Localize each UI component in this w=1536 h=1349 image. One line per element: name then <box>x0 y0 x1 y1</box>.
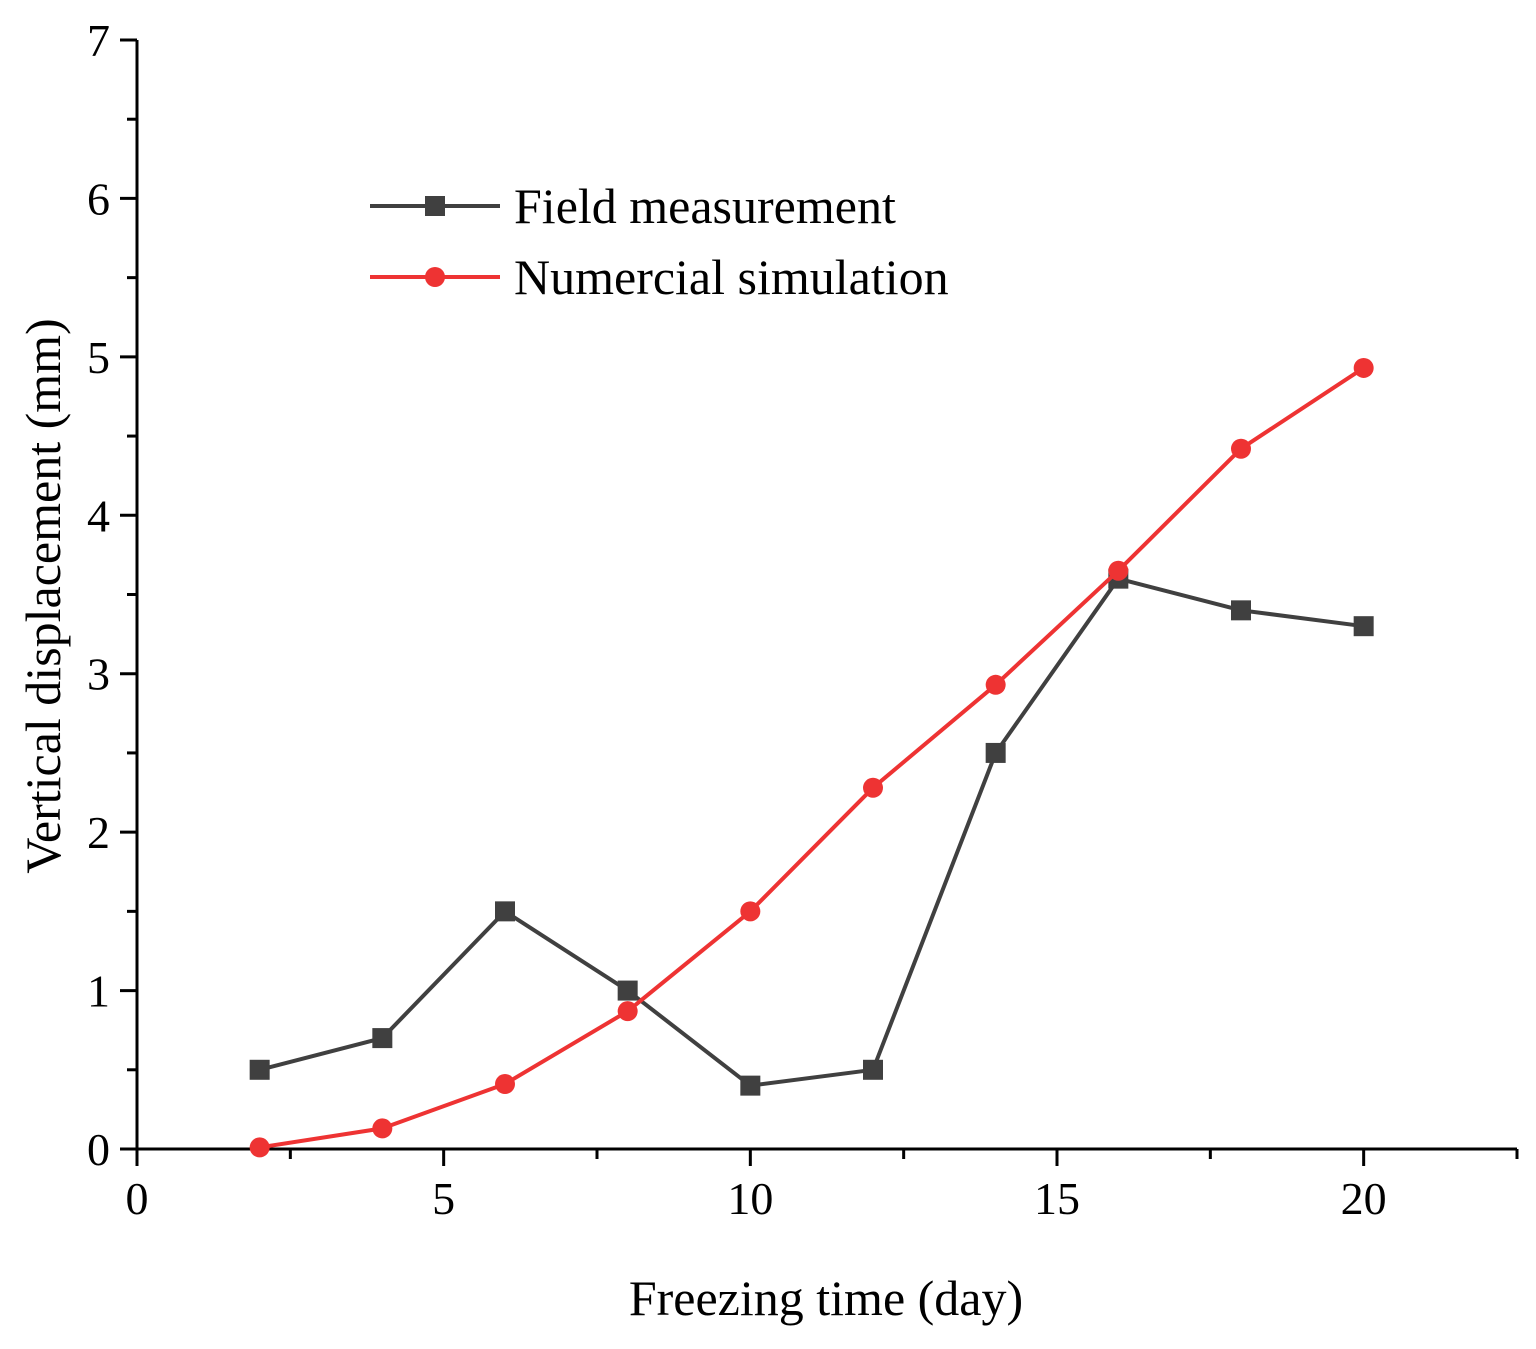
series-line <box>259 576 1364 1088</box>
x-tick-label: 15 <box>1034 1173 1080 1224</box>
data-point-circle <box>249 1137 270 1158</box>
data-point-circle <box>495 1074 515 1095</box>
data-point-square <box>495 901 515 922</box>
data-point-circle <box>1353 357 1374 378</box>
x-tick-label: 10 <box>727 1173 773 1224</box>
data-point-square <box>372 1028 393 1049</box>
legend-item-2: Numercial simulation <box>370 249 949 305</box>
y-axis-label: Vertical displacement (mm) <box>15 318 71 873</box>
data-point-circle <box>1231 438 1251 459</box>
axes: 0 5 10 15 20 0 1 2 3 4 5 6 7 <box>87 15 1519 1224</box>
data-point-square <box>863 1059 883 1080</box>
y-tick-label: 5 <box>87 332 110 383</box>
data-point-square <box>249 1059 270 1080</box>
y-tick-label: 0 <box>87 1124 110 1175</box>
y-tick-label: 6 <box>87 173 110 224</box>
data-point-circle <box>985 674 1006 695</box>
data-point-square <box>985 742 1006 763</box>
legend-marker-square <box>425 196 445 216</box>
y-tick-label: 4 <box>87 490 110 541</box>
x-axis-label: Freezing time (day) <box>629 1270 1023 1326</box>
data-point-square <box>1353 616 1374 637</box>
y-tick-label: 2 <box>87 807 110 858</box>
series-layer <box>249 357 1374 1158</box>
legend-label: Field measurement <box>514 178 896 234</box>
series-line <box>259 366 1365 1150</box>
legend-item-1: Field measurement <box>370 178 896 234</box>
x-tick-label: 20 <box>1341 1173 1387 1224</box>
y-tick-label: 1 <box>87 966 110 1017</box>
y-tick-label: 3 <box>87 649 110 700</box>
data-point-square <box>617 980 638 1001</box>
data-point-circle <box>1108 560 1129 581</box>
data-point-circle <box>372 1118 393 1139</box>
data-point-square <box>740 1075 761 1096</box>
series-1 <box>249 568 1374 1096</box>
data-point-circle <box>617 1001 638 1022</box>
x-tick-label: 0 <box>126 1173 149 1224</box>
legend: Field measurement Numercial simulation <box>370 178 949 305</box>
data-point-circle <box>863 777 883 798</box>
legend-label: Numercial simulation <box>514 249 949 305</box>
data-point-square <box>1231 600 1251 621</box>
data-point-circle <box>740 901 761 922</box>
x-tick-label: 5 <box>432 1173 455 1224</box>
legend-marker-circle <box>425 267 445 287</box>
y-tick-label: 7 <box>87 15 110 66</box>
series-2 <box>249 357 1374 1158</box>
